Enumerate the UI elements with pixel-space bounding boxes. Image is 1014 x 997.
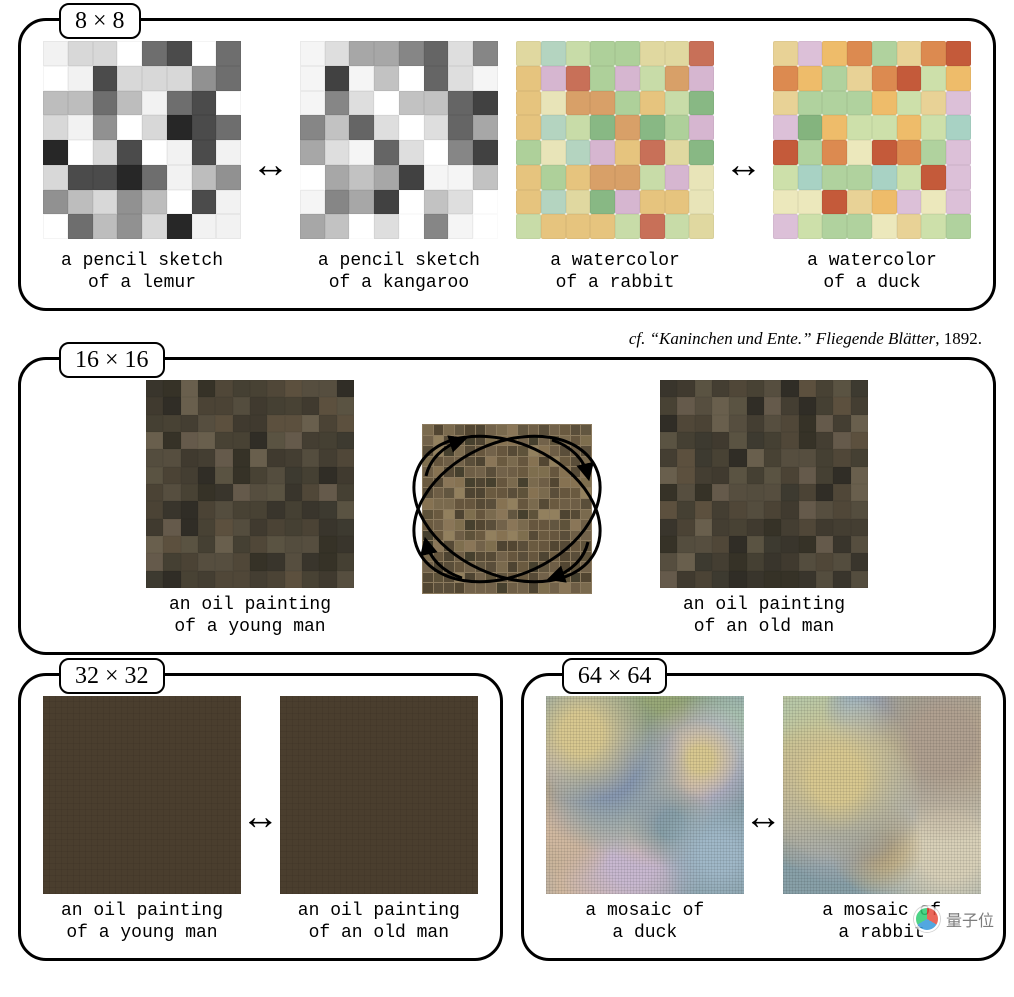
caption-young-man-16: an oil paintingof a young man [146,594,354,638]
caption-line: a watercolor [807,251,937,271]
permutation-arrows-icon [402,404,612,614]
caption-line: a watercolor [550,251,680,271]
watermark-text: 量子位 [946,907,994,931]
caption-line: of a lemur [88,273,196,293]
cell-young-man-32: an oil paintingof a young man [43,696,241,944]
panel-16x16: 16 × 16 an oil paintingof a young man [18,357,996,655]
caption-line: an oil painting [169,595,331,615]
caption-lemur: a pencil sketchof a lemur [43,250,241,294]
caption-line: a pencil sketch [61,251,223,271]
citation-text: cf. “Kaninchen und Ente.” Fliegende Blät… [629,329,935,348]
bidir-arrow-icon: ↔ [732,149,755,187]
img-young-man-16 [146,380,354,588]
panel-16x16-label: 16 × 16 [59,342,165,378]
cell-kangaroo: a pencil sketchof a kangaroo [300,41,498,294]
caption-line: a pencil sketch [318,251,480,271]
row-8x8: a pencil sketchof a lemur ↔ a pencil ske… [43,41,971,294]
caption-kangaroo: a pencil sketchof a kangaroo [300,250,498,294]
cell-duck-wc: a watercolorof a duck [773,41,971,294]
caption-line: of a young man [174,617,325,637]
caption-young-man-32: an oil paintingof a young man [43,900,241,944]
caption-line: a rabbit [838,923,924,943]
cell-old-man-16: an oil paintingof an old man [660,380,868,638]
caption-line: of an old man [694,617,834,637]
caption-line: of a rabbit [556,273,675,293]
panel-32x32-label: 32 × 32 [59,658,165,694]
caption-line: a duck [612,923,677,943]
permutation-diagram [402,404,612,614]
img-young-man-32 [43,696,241,894]
img-old-man-32 [280,696,478,894]
bidir-arrow-icon: ↔ [259,149,282,187]
cell-rabbit-wc: a watercolorof a rabbit [516,41,714,294]
caption-line: an oil painting [61,901,223,921]
cell-lemur: a pencil sketchof a lemur [43,41,241,294]
img-duck-mosaic [546,696,744,894]
row-32x32: an oil paintingof a young man ↔ an oil p… [43,696,478,944]
watermark: 量子位 [914,906,994,932]
img-rabbit-mosaic [783,696,981,894]
caption-line: of an old man [309,923,449,943]
img-old-man-16 [660,380,868,588]
bidir-arrow-icon: ↔ [752,801,775,839]
img-kangaroo [300,41,498,239]
bottom-row: 32 × 32 an oil paintingof a young man ↔ … [18,673,996,979]
caption-duck-mosaic: a mosaic ofa duck [546,900,744,944]
panel-32x32: 32 × 32 an oil paintingof a young man ↔ … [18,673,503,961]
caption-line: of a duck [823,273,920,293]
panel-8x8: 8 × 8 a pencil sketchof a lemur ↔ a penc… [18,18,996,311]
cell-old-man-32: an oil paintingof an old man [280,696,478,944]
caption-old-man-32: an oil paintingof an old man [280,900,478,944]
cell-duck-mosaic: a mosaic ofa duck [546,696,744,944]
caption-line: of a young man [66,923,217,943]
watermark-logo-icon [914,906,940,932]
img-lemur [43,41,241,239]
caption-rabbit-wc: a watercolorof a rabbit [516,250,714,294]
caption-line: an oil painting [298,901,460,921]
bidir-arrow-icon: ↔ [249,801,272,839]
img-rabbit-wc [516,41,714,239]
panel-64x64-label: 64 × 64 [562,658,668,694]
cell-young-man-16: an oil paintingof a young man [146,380,354,638]
row-16x16: an oil paintingof a young man an oil pa [43,380,971,638]
caption-line: a mosaic of [585,901,704,921]
panel-8x8-label: 8 × 8 [59,3,141,39]
img-duck-wc [773,41,971,239]
caption-old-man-16: an oil paintingof an old man [660,594,868,638]
caption-duck-wc: a watercolorof a duck [773,250,971,294]
citation-year: , 1892. [935,329,982,348]
caption-line: an oil painting [683,595,845,615]
caption-line: of a kangaroo [329,273,469,293]
